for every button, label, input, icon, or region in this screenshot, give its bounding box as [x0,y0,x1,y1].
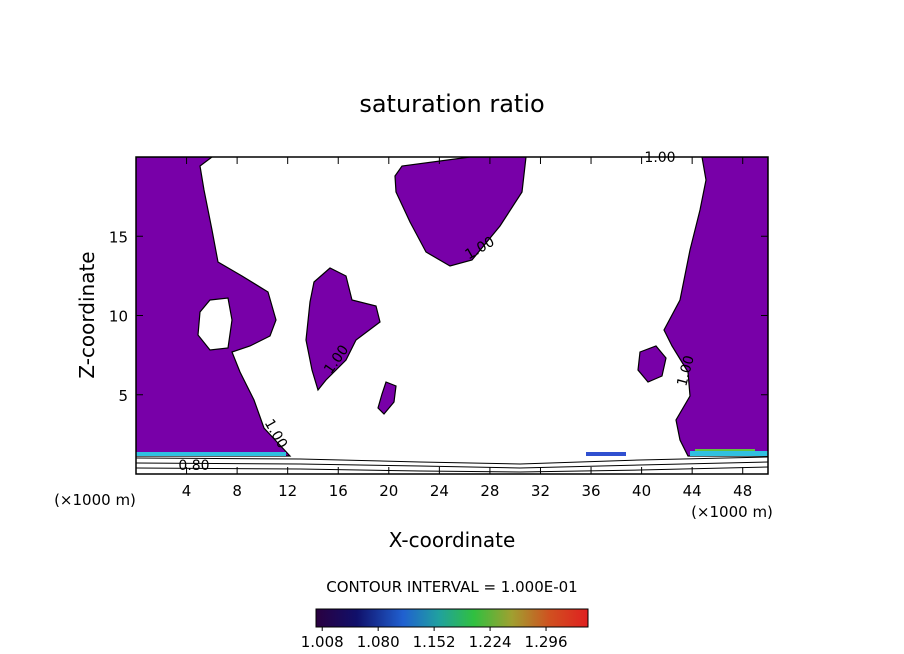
contour-region [663,157,768,457]
contour-region [136,157,292,457]
colorbar [315,608,589,628]
contour-line [136,456,768,465]
contour-field [136,157,768,473]
y-tick-label: 10 [109,308,128,326]
colorbar-tick-label: 1.296 [525,633,568,651]
colorbar-tick-label: 1.008 [301,633,344,651]
contour-band [136,452,286,456]
x-tick-label: 40 [632,482,651,500]
contour-label: 1.00 [674,354,698,388]
colorbar-tick-label: 1.080 [357,633,400,651]
x-tick-label: 16 [329,482,348,500]
contour-line [136,461,768,469]
x-tick-label: 4 [182,482,192,500]
contour-band [690,451,768,456]
colorbar-tick-label: 1.224 [469,633,512,651]
x-tick-label: 48 [733,482,752,500]
x-tick-label: 32 [531,482,550,500]
y-tick-label: 5 [118,387,128,405]
contour-region [394,157,527,267]
contour-region [305,267,381,392]
contour-interval: CONTOUR INTERVAL = 1.000E-01 [326,578,577,596]
contour-label: 0.80 [178,458,209,474]
x-unit-label: (×1000 m) [54,491,136,509]
x-tick-label: 44 [683,482,702,500]
x-axis-label: X-coordinate [389,528,516,552]
x-tick-label: 12 [278,482,297,500]
y-axis-label: Z-coordinate [75,251,99,378]
contour-line [136,466,768,473]
x-tick-label: 24 [430,482,449,500]
contour-band [695,449,755,451]
contour-band [586,452,626,456]
contour-label: 1.00 [644,150,675,166]
x-tick-label: 8 [232,482,242,500]
x-unit-label: (×1000 m) [691,503,773,521]
colorbar-tick-label: 1.152 [413,633,456,651]
contour-region [637,345,667,383]
chart-title: saturation ratio [359,90,544,118]
x-tick-label: 28 [480,482,499,500]
contour-region [377,381,397,415]
y-tick-label: 15 [109,228,128,246]
x-tick-label: 20 [379,482,398,500]
x-tick-label: 36 [581,482,600,500]
